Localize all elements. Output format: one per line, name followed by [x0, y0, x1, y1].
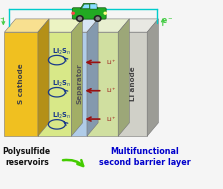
Polygon shape	[87, 19, 129, 32]
Text: Li$^+$: Li$^+$	[106, 115, 117, 124]
Polygon shape	[147, 19, 158, 136]
Text: Li$^+$: Li$^+$	[106, 58, 117, 67]
Polygon shape	[38, 19, 49, 136]
Text: Multifunctional
second barrier layer: Multifunctional second barrier layer	[99, 147, 191, 167]
Polygon shape	[71, 19, 98, 32]
Polygon shape	[38, 19, 83, 32]
Circle shape	[72, 12, 74, 14]
Circle shape	[96, 17, 99, 20]
Polygon shape	[71, 19, 83, 136]
Text: Polysulfide
reservoirs: Polysulfide reservoirs	[3, 147, 51, 167]
Text: Li anode: Li anode	[130, 67, 136, 101]
Circle shape	[104, 12, 106, 14]
Text: Li$^+$: Li$^+$	[106, 86, 117, 95]
Circle shape	[94, 16, 101, 21]
Polygon shape	[4, 19, 49, 32]
Circle shape	[78, 17, 81, 20]
Text: S cathode: S cathode	[18, 64, 24, 104]
Polygon shape	[4, 32, 38, 136]
Text: Li$_2$S$_n$: Li$_2$S$_n$	[52, 47, 71, 57]
Polygon shape	[87, 19, 98, 136]
Polygon shape	[87, 32, 118, 136]
Polygon shape	[118, 19, 129, 136]
Polygon shape	[90, 4, 97, 9]
Text: e$^-$: e$^-$	[0, 16, 5, 26]
Polygon shape	[82, 4, 89, 9]
FancyBboxPatch shape	[72, 8, 106, 19]
Polygon shape	[118, 19, 158, 32]
Text: Separator: Separator	[76, 64, 82, 105]
Polygon shape	[38, 32, 71, 136]
Text: Li$_2$S$_n$: Li$_2$S$_n$	[52, 111, 71, 121]
Polygon shape	[118, 32, 147, 136]
Text: e$^-$: e$^-$	[161, 16, 173, 26]
Text: Li$_2$S$_n$: Li$_2$S$_n$	[52, 79, 71, 89]
Polygon shape	[71, 32, 87, 136]
Polygon shape	[80, 3, 98, 9]
Circle shape	[76, 16, 83, 21]
